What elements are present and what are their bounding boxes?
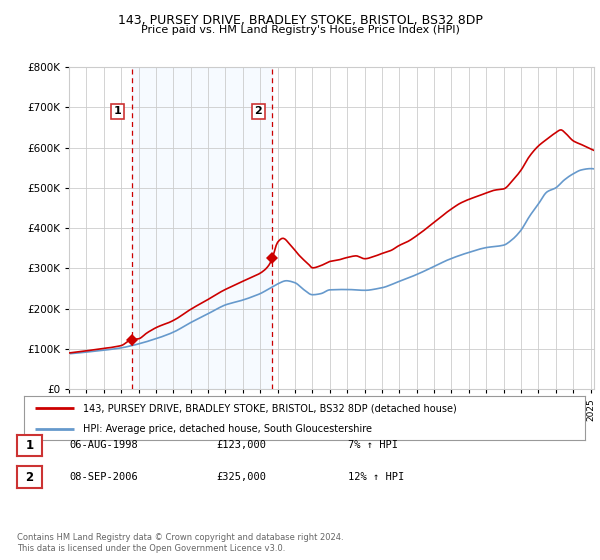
Text: 2: 2 bbox=[254, 106, 262, 116]
Text: 143, PURSEY DRIVE, BRADLEY STOKE, BRISTOL, BS32 8DP (detached house): 143, PURSEY DRIVE, BRADLEY STOKE, BRISTO… bbox=[83, 403, 457, 413]
Text: 08-SEP-2006: 08-SEP-2006 bbox=[69, 472, 138, 482]
Text: 2: 2 bbox=[25, 470, 34, 484]
Text: 143, PURSEY DRIVE, BRADLEY STOKE, BRISTOL, BS32 8DP: 143, PURSEY DRIVE, BRADLEY STOKE, BRISTO… bbox=[118, 14, 482, 27]
Bar bbox=[131, 67, 272, 389]
Text: 06-AUG-1998: 06-AUG-1998 bbox=[69, 440, 138, 450]
Text: HPI: Average price, detached house, South Gloucestershire: HPI: Average price, detached house, Sout… bbox=[83, 424, 372, 433]
Text: 1: 1 bbox=[114, 106, 122, 116]
Text: 1: 1 bbox=[25, 438, 34, 452]
Text: 7% ↑ HPI: 7% ↑ HPI bbox=[348, 440, 398, 450]
Text: 12% ↑ HPI: 12% ↑ HPI bbox=[348, 472, 404, 482]
Text: Price paid vs. HM Land Registry's House Price Index (HPI): Price paid vs. HM Land Registry's House … bbox=[140, 25, 460, 35]
Text: Contains HM Land Registry data © Crown copyright and database right 2024.
This d: Contains HM Land Registry data © Crown c… bbox=[17, 533, 343, 553]
Text: £325,000: £325,000 bbox=[216, 472, 266, 482]
Text: £123,000: £123,000 bbox=[216, 440, 266, 450]
